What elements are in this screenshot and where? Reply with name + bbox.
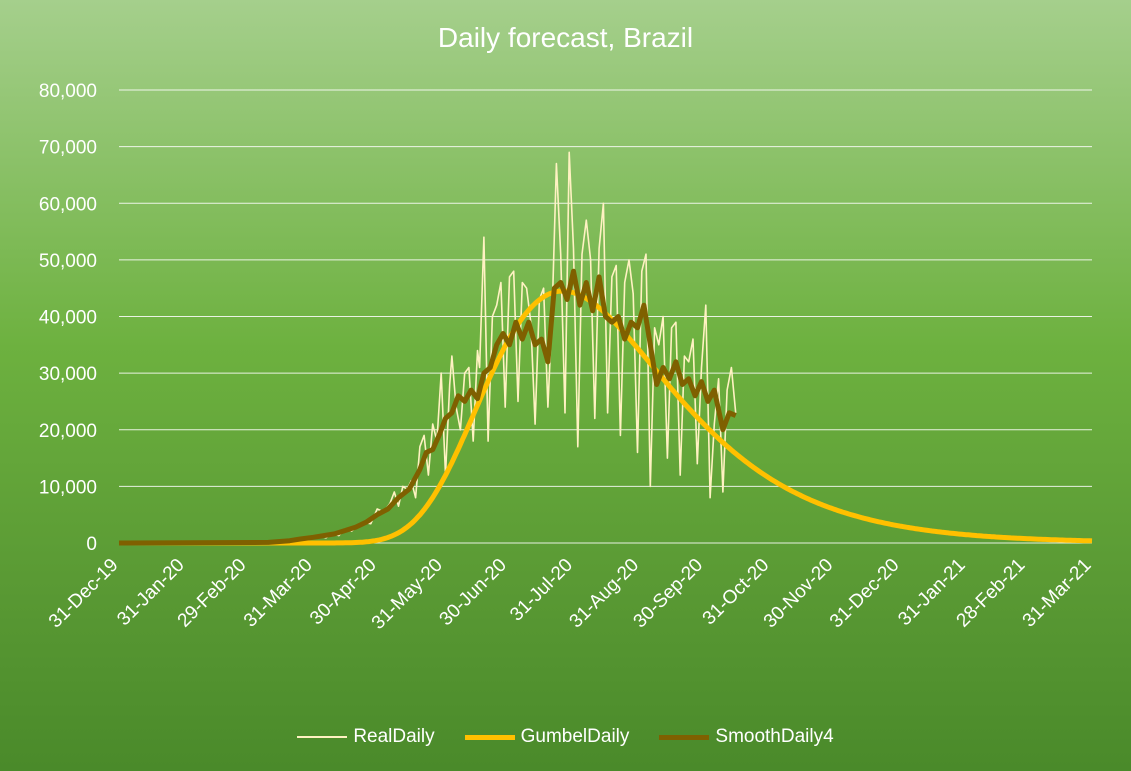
legend-item-realdaily: RealDaily xyxy=(297,726,435,748)
legend-label-gumbeldaily: GumbelDaily xyxy=(520,726,630,747)
chart-title: Daily forecast, Brazil xyxy=(437,22,694,53)
x-tick-label-6: 30-Jun-20 xyxy=(436,555,511,630)
y-tick-label-1: 10,000 xyxy=(39,477,97,498)
legend-swatch-smoothdaily4 xyxy=(659,734,710,740)
x-tick-label-12: 31-Dec-20 xyxy=(826,555,904,633)
y-tick-label-6: 60,000 xyxy=(39,194,97,215)
y-tick-label-3: 30,000 xyxy=(39,364,97,385)
legend-item-smoothdaily4: SmoothDaily4 xyxy=(659,726,834,748)
y-tick-label-8: 80,000 xyxy=(39,81,97,102)
x-tick-label-3: 31-Mar-20 xyxy=(240,555,317,632)
x-tick-label-11: 30-Nov-20 xyxy=(760,555,838,633)
legend-swatch-gumbeldaily xyxy=(464,734,515,740)
x-tick-label-15: 31-Mar-21 xyxy=(1019,555,1096,632)
series-line-realdaily xyxy=(119,151,737,544)
y-tick-label-2: 20,000 xyxy=(39,421,97,442)
legend-item-gumbeldaily: GumbelDaily xyxy=(464,726,630,748)
chart-legend: RealDaily GumbelDaily SmoothDaily4 xyxy=(0,726,1131,748)
legend-label-smoothdaily4: SmoothDaily4 xyxy=(715,726,834,747)
y-tick-label-5: 50,000 xyxy=(39,251,97,272)
y-tick-label-7: 70,000 xyxy=(39,138,97,159)
x-tick-label-5: 31-May-20 xyxy=(368,555,447,634)
y-tick-label-4: 40,000 xyxy=(39,308,97,329)
series-line-smoothdaily4 xyxy=(118,268,737,546)
legend-swatch-realdaily xyxy=(297,736,348,738)
x-tick-label-0: 31-Dec-19 xyxy=(45,555,123,633)
x-tick-label-7: 31-Jul-20 xyxy=(506,555,577,626)
y-tick-label-0: 0 xyxy=(86,534,97,555)
x-tick-label-9: 30-Sep-20 xyxy=(630,555,708,633)
legend-label-realdaily: RealDaily xyxy=(353,726,435,747)
